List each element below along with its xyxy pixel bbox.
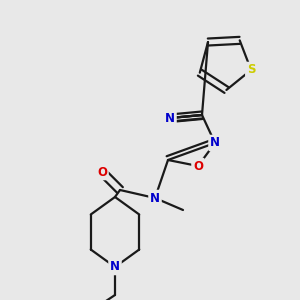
Text: O: O [97, 166, 107, 178]
Text: N: N [210, 136, 220, 149]
Text: S: S [247, 64, 255, 76]
Text: N: N [110, 260, 120, 274]
Text: N: N [150, 191, 160, 205]
Text: O: O [193, 160, 203, 172]
Text: N: N [165, 112, 175, 124]
